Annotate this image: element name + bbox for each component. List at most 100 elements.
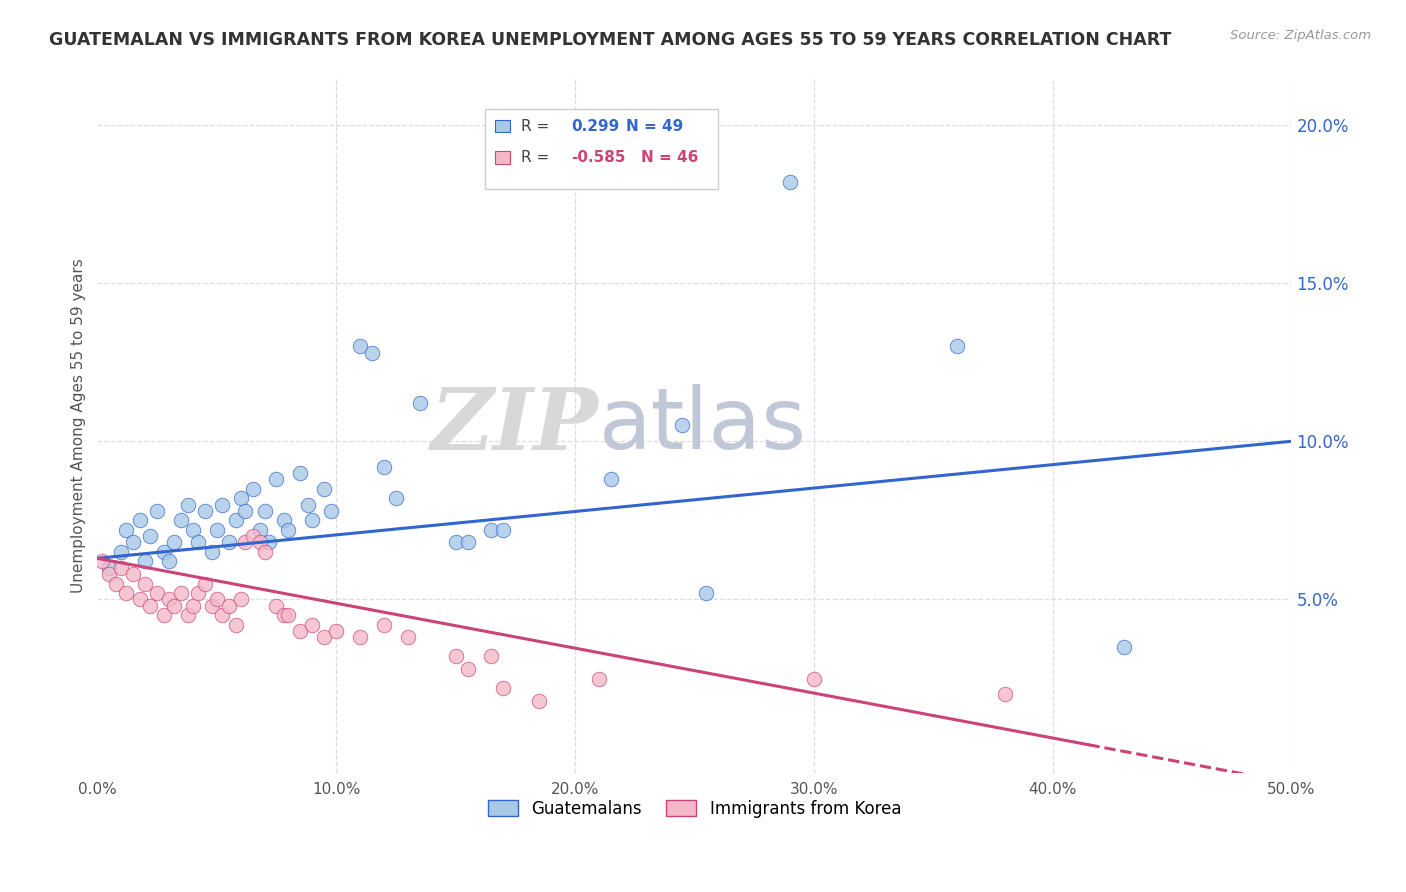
Point <box>177 498 200 512</box>
Point <box>444 649 467 664</box>
Point <box>177 608 200 623</box>
Point <box>273 513 295 527</box>
Point <box>122 567 145 582</box>
Point <box>994 687 1017 701</box>
Point <box>1114 640 1136 654</box>
FancyBboxPatch shape <box>485 109 718 189</box>
FancyBboxPatch shape <box>495 120 510 132</box>
Text: 0.299: 0.299 <box>571 119 620 134</box>
Point <box>153 608 176 623</box>
Point <box>301 617 323 632</box>
Point <box>492 523 515 537</box>
Point <box>115 586 138 600</box>
Point <box>139 529 162 543</box>
Point <box>201 545 224 559</box>
Point <box>229 491 252 506</box>
Point <box>181 599 204 613</box>
Point <box>409 396 432 410</box>
Point <box>163 599 186 613</box>
Point <box>242 529 264 543</box>
Text: atlas: atlas <box>599 384 807 467</box>
Point <box>779 175 801 189</box>
Point <box>373 617 395 632</box>
Point <box>205 592 228 607</box>
Point <box>153 545 176 559</box>
Point <box>134 576 156 591</box>
Point <box>225 513 247 527</box>
Point <box>527 694 550 708</box>
Point <box>229 592 252 607</box>
Point <box>277 608 299 623</box>
Point <box>205 523 228 537</box>
Text: GUATEMALAN VS IMMIGRANTS FROM KOREA UNEMPLOYMENT AMONG AGES 55 TO 59 YEARS CORRE: GUATEMALAN VS IMMIGRANTS FROM KOREA UNEM… <box>49 31 1171 49</box>
Point <box>349 339 371 353</box>
Point <box>253 504 276 518</box>
Point <box>122 535 145 549</box>
Legend: Guatemalans, Immigrants from Korea: Guatemalans, Immigrants from Korea <box>481 793 908 824</box>
Text: -0.585: -0.585 <box>571 150 626 165</box>
Point <box>259 535 281 549</box>
Point <box>218 535 240 549</box>
Point <box>297 498 319 512</box>
Point <box>671 418 693 433</box>
Point <box>599 472 621 486</box>
Point <box>187 535 209 549</box>
Point <box>225 617 247 632</box>
Point <box>385 491 408 506</box>
Point <box>396 631 419 645</box>
Point <box>157 554 180 568</box>
Point <box>194 576 217 591</box>
Text: R =: R = <box>522 150 554 165</box>
Point <box>457 662 479 676</box>
Point <box>170 513 193 527</box>
Point <box>187 586 209 600</box>
Point <box>361 345 384 359</box>
Point <box>273 608 295 623</box>
Point <box>129 513 152 527</box>
Point <box>249 523 271 537</box>
Point <box>588 672 610 686</box>
Point <box>163 535 186 549</box>
Point <box>110 561 132 575</box>
Point <box>266 599 288 613</box>
Text: N = 49: N = 49 <box>626 119 683 134</box>
Point <box>481 523 503 537</box>
Point <box>373 459 395 474</box>
Point <box>253 545 276 559</box>
Point <box>481 649 503 664</box>
Point <box>321 504 343 518</box>
Point <box>110 545 132 559</box>
Point <box>157 592 180 607</box>
Point <box>457 535 479 549</box>
Point <box>242 482 264 496</box>
Point <box>314 631 336 645</box>
Point <box>266 472 288 486</box>
Point <box>314 482 336 496</box>
Y-axis label: Unemployment Among Ages 55 to 59 years: Unemployment Among Ages 55 to 59 years <box>72 258 86 593</box>
Point <box>492 681 515 695</box>
Point <box>105 576 128 591</box>
FancyBboxPatch shape <box>495 152 510 164</box>
Point <box>325 624 347 638</box>
Point <box>946 339 969 353</box>
Point <box>201 599 224 613</box>
Point <box>235 535 257 549</box>
Text: ZIP: ZIP <box>432 384 599 467</box>
Point <box>194 504 217 518</box>
Point <box>134 554 156 568</box>
Point <box>139 599 162 613</box>
Point <box>277 523 299 537</box>
Point <box>218 599 240 613</box>
Point <box>290 624 312 638</box>
Point <box>290 466 312 480</box>
Point <box>211 498 233 512</box>
Point <box>349 631 371 645</box>
Point <box>91 554 114 568</box>
Point <box>249 535 271 549</box>
Point <box>444 535 467 549</box>
Point <box>115 523 138 537</box>
Point <box>146 504 169 518</box>
Point <box>235 504 257 518</box>
Text: N = 46: N = 46 <box>641 150 697 165</box>
Point <box>301 513 323 527</box>
